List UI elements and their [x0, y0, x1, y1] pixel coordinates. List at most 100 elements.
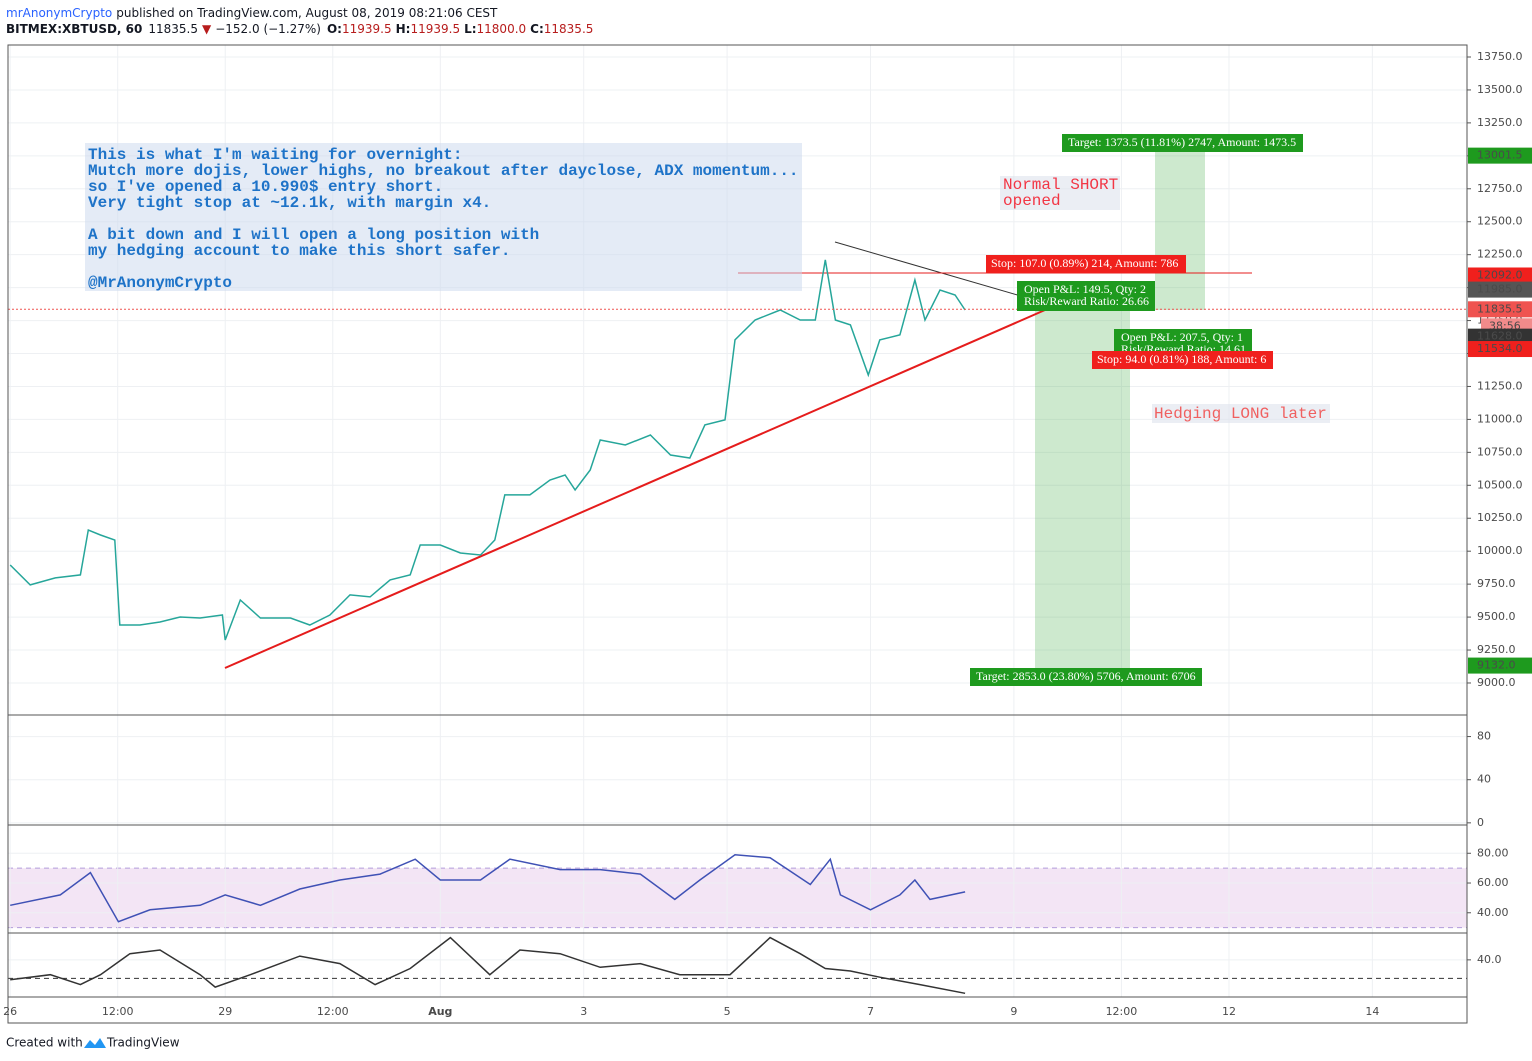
published: published on TradingView.com, August 08,… [116, 6, 498, 20]
price-tag [1468, 147, 1532, 164]
price-tag-label: 12092.0 [1477, 268, 1523, 281]
pnl-tag [1017, 281, 1155, 311]
long-profit-zone [1155, 150, 1205, 310]
x-tick-label: 14 [1365, 1005, 1379, 1018]
footer: Created with [6, 1036, 83, 1050]
frames [7, 44, 1468, 1024]
price-tag [1468, 267, 1532, 284]
series-line [10, 936, 966, 995]
pnl-tag [1114, 329, 1252, 351]
x-tick-label: 12:00 [317, 1005, 349, 1018]
x-tick-label: 12:00 [1106, 1005, 1138, 1018]
price-tag-label: 11985.0 [1477, 283, 1523, 296]
series-line [10, 854, 966, 923]
y-tick-label: 9750.0 [1477, 577, 1516, 590]
down-arrow: ▼ [202, 22, 212, 36]
y-tick-label: 12500.0 [1477, 215, 1523, 228]
x-tick-label: 9 [1010, 1005, 1017, 1018]
y-tick-label: 40.00 [1477, 906, 1509, 919]
price-tag-label: 13001.5 [1477, 149, 1523, 162]
rsi-band [8, 868, 1467, 928]
price-tag-label: 11628.0 [1477, 330, 1523, 343]
x-tick-label: Aug [428, 1005, 452, 1018]
y-tick-label: 9000.0 [1477, 676, 1516, 689]
price-tag [1468, 281, 1532, 298]
symbol-line: BITMEX:XBTUSD, 60 11835.5 ▼ −152.0 (−1.27%)… [6, 22, 593, 36]
y-tick-label: 10000.0 [1477, 544, 1523, 557]
y-tick-label: 11250.0 [1477, 379, 1523, 392]
short-profit-zone [1035, 310, 1130, 668]
short-box [1000, 176, 1120, 210]
symbol: BITMEX:XBTUSD, 60 [6, 22, 142, 36]
note-line: @MrAnonymCrypto [88, 274, 232, 292]
note-line: A bit down and I will open a long positi… [88, 226, 539, 244]
note-line: my hedging account to make this short sa… [88, 242, 510, 260]
pnl-text: Risk/Reward Ratio: 26.66 [1024, 294, 1149, 308]
y-tick-label: 13500.0 [1477, 83, 1523, 96]
change: −152.0 (−1.27%) [215, 22, 321, 36]
pnl-2: Open P&L: 207.5, Qty: 1 Risk/Reward Rati… [1121, 330, 1246, 356]
x-tick-label: 3 [580, 1005, 587, 1018]
brand: TradingView [106, 1036, 180, 1050]
target-tag [970, 668, 1202, 686]
publisher: mrAnonymCrypto [6, 6, 112, 20]
x-tick-label: 7 [867, 1005, 874, 1018]
y-tick-label: 12250.0 [1477, 248, 1523, 261]
ohlc-key: L: [464, 22, 476, 36]
frame [7, 44, 1468, 1024]
ohlc-value: 11939.5 [410, 22, 460, 36]
y-tick-label: 9500.0 [1477, 610, 1516, 623]
y-tick-label: 12750.0 [1477, 182, 1523, 195]
ohlc: O:11939.5 H:11939.5 L:11800.0 C:11835.5 [327, 22, 593, 36]
axis-layer: 9000.0 9250.0 9500.0 9750.0 10000.0 10250.0 10… [3, 50, 1532, 1018]
y-tick-label: 40 [1477, 773, 1491, 786]
note-line: Very tight stop at ~12.1k, with margin x… [88, 194, 491, 212]
y-tick-label: 80.00 [1477, 846, 1509, 859]
price-tag [1468, 301, 1532, 318]
pnl-text: Risk/Reward Ratio: 14.61 [1121, 342, 1246, 356]
y-tick-label: 10750.0 [1477, 445, 1523, 458]
ohlc-value: 11800.0 [477, 22, 527, 36]
y-tick-label: 80 [1477, 730, 1491, 743]
ohlc-key: H: [396, 22, 411, 36]
ohlc-value: 11939.5 [342, 22, 392, 36]
short-note: Normal SHORT [1003, 176, 1118, 194]
trend-line [224, 309, 1046, 669]
x-tick-label: 12:00 [102, 1005, 134, 1018]
last-price: 11835.5 [148, 22, 198, 36]
target-text: Target: 1373.5 (11.81%) 2747, Amount: 14… [1068, 135, 1296, 149]
y-tick-label: 13250.0 [1477, 116, 1523, 129]
series-layer [8, 259, 1467, 995]
ohlc-key: C: [530, 22, 544, 36]
note-line: Mutch more dojis, lower highs, no breako… [88, 162, 799, 180]
y-tick-label: 0 [1477, 816, 1484, 829]
note-box [85, 143, 802, 291]
pnl-text: Open P&L: 149.5, Qty: 2 [1024, 282, 1146, 296]
y-tick-label: 10500.0 [1477, 478, 1523, 491]
stop-text: Stop: 107.0 (0.89%) 214, Amount: 786 [991, 256, 1178, 270]
short-note: opened [1003, 192, 1061, 210]
price-tag [1468, 328, 1532, 345]
x-tick-label: 26 [3, 1005, 17, 1018]
hedge-box [1152, 404, 1330, 423]
stop-text: Stop: 94.0 (0.81%) 188, Amount: 6 [1097, 352, 1266, 366]
series-line [9, 259, 966, 641]
y-tick-label: 9250.0 [1477, 643, 1516, 656]
ohlc-value: 11835.5 [544, 22, 594, 36]
stop-tag [1092, 351, 1273, 369]
x-tick-label: 5 [724, 1005, 731, 1018]
hedge-note: Hedging LONG later [1154, 405, 1327, 423]
price-tag [1468, 657, 1532, 674]
logo [84, 1038, 106, 1048]
price-tag [1468, 341, 1532, 358]
y-tick-label: 10250.0 [1477, 511, 1523, 524]
y-tick-label: 40.0 [1477, 953, 1502, 966]
price-tag-label: 11835.5 [1477, 302, 1523, 315]
price-tag-label: 11534.0 [1477, 342, 1523, 355]
target-tag [1062, 134, 1303, 152]
y-tick-label: 60.00 [1477, 876, 1509, 889]
ohlc-key: O: [327, 22, 342, 36]
price-tag-label: 9132.0 [1477, 659, 1516, 672]
